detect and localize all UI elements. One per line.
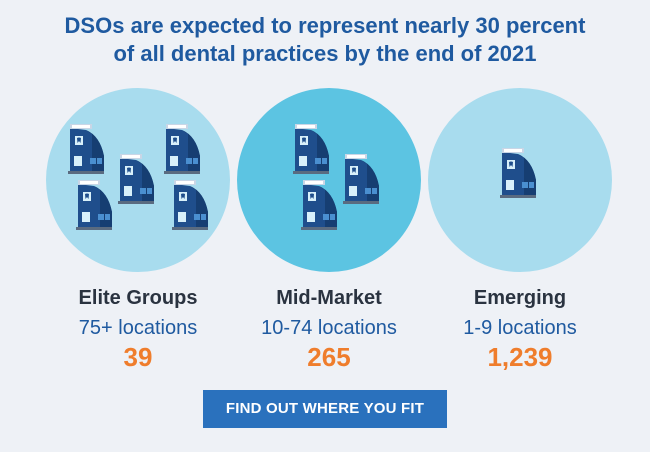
dental-building-icon: [299, 178, 339, 230]
dental-building-icon: [162, 122, 202, 174]
dental-building-icon: [291, 122, 331, 174]
headline-line-1: DSOs are expected to represent nearly 30…: [64, 13, 586, 38]
tier-range: 1-9 locations: [463, 317, 577, 339]
tier-mid-market: Mid-Market 10-74 locations 265: [237, 88, 421, 372]
headline-line-2: of all dental practices by the end of 20…: [113, 41, 537, 66]
find-out-where-you-fit-button[interactable]: FIND OUT WHERE YOU FIT: [203, 390, 447, 428]
dental-building-icon: [116, 152, 156, 204]
tier-elite-groups: Elite Groups 75+ locations 39: [46, 88, 230, 372]
dental-building-icon: [498, 146, 538, 198]
tier-circle: [46, 88, 230, 272]
tier-name: Mid-Market: [276, 287, 382, 309]
tier-name: Elite Groups: [78, 287, 198, 309]
tier-circle: [428, 88, 612, 272]
tier-count: 265: [307, 342, 351, 372]
tier-emerging: Emerging 1-9 locations 1,239: [428, 88, 612, 372]
dental-building-icon: [341, 152, 381, 204]
tier-range: 75+ locations: [78, 317, 198, 339]
tier-circle: [237, 88, 421, 272]
dental-building-icon: [170, 178, 210, 230]
tier-name: Emerging: [473, 287, 567, 309]
tier-count: 1,239: [487, 342, 553, 372]
dental-building-icon: [74, 178, 114, 230]
headline: DSOs are expected to represent nearly 30…: [0, 12, 650, 68]
tier-range: 10-74 locations: [261, 317, 397, 339]
dental-building-icon: [66, 122, 106, 174]
tier-count: 39: [123, 342, 153, 372]
